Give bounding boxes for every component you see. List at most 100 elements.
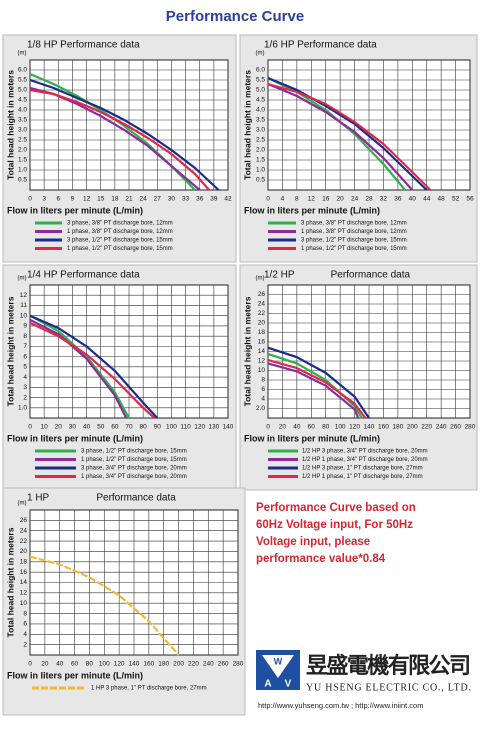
legend-label: 3 phase, 3/8" PT discharge bore, 12mm [67,221,173,227]
note: Performance Curve based on 60Hz Voltage … [256,502,416,565]
y-tick-label: 1.0 [256,167,265,174]
chart: 1/4 HP Performance data(m) Total head hei… [2,264,237,491]
chart-subtitle: Performance data [331,270,411,281]
x-tick-label: 70 [125,424,133,431]
y-tick-label: 24 [258,301,266,308]
series-line [29,88,210,191]
series-line [29,314,130,419]
series-line [29,555,180,656]
y-tick-label: 3 [23,384,27,391]
chart-title: 1 HP [27,493,50,504]
y-tick-label: 5.0 [256,87,265,94]
y-tick-label: 9 [23,323,27,330]
y-tick-label: 2.5 [256,137,265,144]
series-line [267,362,360,419]
x-tick-label: 28 [365,196,373,203]
x-tick-label: 260 [218,661,229,668]
x-tick-label: 0 [266,196,270,203]
x-tick-label: 20 [337,196,345,203]
y-tick-label: 2.0 [256,147,265,154]
chart: 1/2 HP Performance data (m) Total head heig… [239,264,478,491]
y-tick-label: 5.5 [256,77,265,84]
y-tick-label: 20 [20,548,28,555]
x-tick-label: 6 [56,196,60,203]
x-tick-label: 40 [56,661,64,668]
x-tick-label: 8 [295,196,299,203]
legend-label: 1/2 HP 3 phase, 1" PT discharge bore, 27… [302,466,423,472]
legend-label: 3 phase, 1/2" PT discharge bore, 15mm [81,449,187,455]
logo-letter: W [274,656,283,666]
x-tick-label: 80 [140,424,148,431]
y-tick-label: 4.5 [256,97,265,104]
y-tick-label: 2.0 [18,147,27,154]
y-tick-label: 0.5 [18,177,27,184]
y-tick-label: 5.0 [18,87,27,94]
x-tick-label: 20 [279,424,287,431]
chart-title: 1/4 HP Performance data [27,270,140,281]
x-tick-label: 27 [154,196,162,203]
x-tick-label: 16 [322,196,330,203]
x-tick-label: 80 [86,661,94,668]
x-tick-label: 280 [233,661,244,668]
x-tick-label: 0 [28,661,32,668]
y-unit: (m) [18,276,27,282]
x-tick-label: 40 [409,196,417,203]
x-tick-label: 80 [322,424,330,431]
x-tick-label: 30 [168,196,176,203]
y-axis-title: Total head height in meters [5,296,15,406]
y-tick-label: 10 [20,312,28,319]
x-tick-label: 100 [335,424,346,431]
note-line: performance value*0.84 [256,553,386,565]
x-tick-label: 0 [28,196,32,203]
series-line [267,346,370,419]
y-axis-title: Total head height in meters [5,70,15,180]
x-tick-label: 9 [71,196,75,203]
x-tick-label: 200 [173,661,184,668]
y-tick-label: 4.0 [256,107,265,114]
x-tick-label: 140 [223,424,234,431]
logo-letter: V [285,679,292,690]
y-tick-label: 12 [20,292,28,299]
x-tick-label: 21 [125,196,133,203]
y-tick-label: 16 [20,569,28,576]
x-tick-label: 36 [394,196,402,203]
legend-label: 1 phase, 3/4" PT discharge bore, 20mm [81,474,187,480]
y-tick-label: 6 [23,621,27,628]
x-axis-title: Flow in liters per minute (L/min) [7,670,143,680]
y-tick-label: 3.5 [18,117,27,124]
y-tick-label: 2 [23,394,27,401]
chart-title: 1/8 HP Performance data [27,40,140,51]
x-tick-label: 32 [380,196,388,203]
company-name-en: YU HSENG ELECTRIC CO., LTD. [306,682,471,693]
y-tick-label: 11 [20,302,27,309]
x-tick-label: 130 [208,424,219,431]
y-tick-label: 18 [258,329,266,336]
x-tick-label: 60 [308,424,316,431]
y-unit: (m) [256,276,265,282]
x-tick-label: 200 [407,424,418,431]
x-tick-label: 160 [143,661,154,668]
x-axis-title: Flow in liters per minute (L/min) [7,205,143,215]
x-tick-label: 12 [308,196,316,203]
y-tick-label: 4 [23,374,27,381]
x-tick-label: 0 [266,424,270,431]
chart: 1/8 HP Performance data(m) Total head hei… [2,34,237,263]
legend-label: 1 phase, 1/2" PT discharge bore, 15mm [301,246,407,252]
x-tick-label: 30 [69,424,77,431]
x-tick-label: 52 [452,196,460,203]
x-tick-label: 12 [83,196,91,203]
chart-title: 1/2 HP [264,270,295,281]
legend-label: 1 phase, 1/2" PT discharge bore, 15mm [81,457,187,463]
y-axis-title: Total head height in meters [242,296,252,406]
company-name-zh: 昱盛電機有限公司 [306,653,471,678]
note-line: Performance Curve based on [256,502,416,514]
x-tick-label: 36 [196,196,204,203]
x-tick-label: 56 [466,196,474,203]
x-tick-label: 140 [129,661,140,668]
x-tick-label: 220 [421,424,432,431]
legend-label: 1 HP 3 phase, 1" PT discharge bore, 27mm [91,686,207,692]
x-tick-label: 20 [41,661,49,668]
y-tick-label: 12 [258,358,266,365]
x-tick-label: 40 [83,424,91,431]
x-tick-label: 140 [364,424,375,431]
